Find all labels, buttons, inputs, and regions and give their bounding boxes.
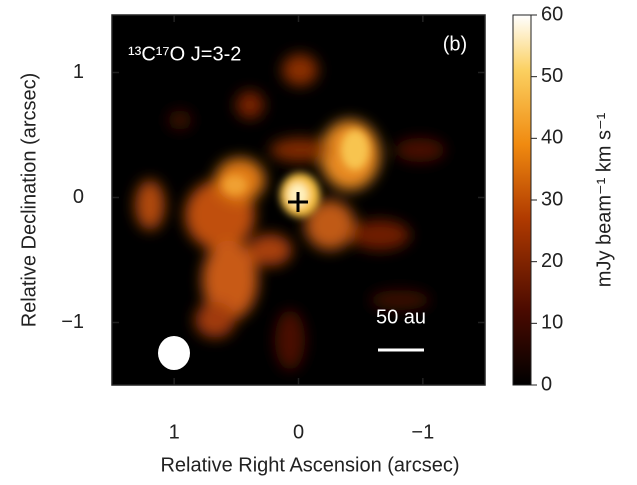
x-tick-label: 0 (293, 421, 304, 443)
x-tick-label: −1 (411, 421, 434, 443)
emission (135, 54, 445, 370)
colorbar-tick-label: 60 (541, 3, 563, 25)
emission-map (112, 15, 485, 385)
colorbar-tick-label: 20 (541, 250, 563, 272)
colorbar-tick-label: 50 (541, 65, 563, 87)
colorbar-tick-label: 10 (541, 312, 563, 334)
y-tick-label: −1 (61, 311, 84, 333)
panel-label: (b) (443, 33, 467, 55)
x-axis-label: Relative Right Ascension (arcsec) (160, 454, 459, 476)
colorbar-tick-label: 0 (541, 373, 552, 395)
scale-bar-label: 50 au (376, 306, 426, 328)
y-tick-label: 1 (73, 61, 84, 83)
annotation: ¹³C¹⁷O J=3-2 (128, 43, 241, 65)
beam (158, 336, 190, 370)
star-marker (288, 192, 308, 212)
colorbar-tick-label: 30 (541, 188, 563, 210)
y-axis-label: Relative Declination (arcsec) (18, 73, 40, 328)
y-tick-label: 0 (73, 186, 84, 208)
colorbar-tick-label: 40 (541, 127, 563, 149)
colorbar (512, 14, 532, 386)
x-tick-label: 1 (169, 421, 180, 443)
colorbar-label: mJy beam⁻¹ km s⁻¹ (593, 112, 615, 287)
